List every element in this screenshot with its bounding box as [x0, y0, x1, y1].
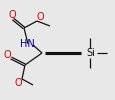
Text: O: O [3, 50, 11, 60]
Text: HN: HN [19, 39, 34, 49]
Text: Si: Si [86, 48, 95, 58]
Text: O: O [8, 10, 16, 20]
Text: O: O [36, 12, 43, 22]
Text: O: O [14, 78, 22, 88]
